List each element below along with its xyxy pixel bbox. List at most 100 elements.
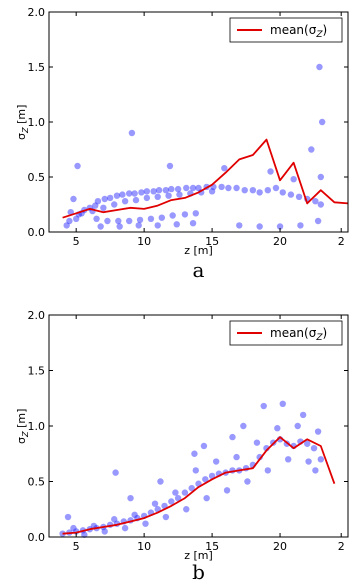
scatter-point: [192, 210, 199, 217]
scatter-point: [244, 478, 251, 485]
scatter-point: [155, 187, 163, 194]
scatter-point: [264, 467, 272, 474]
scatter-point: [260, 402, 267, 410]
scatter-point: [221, 165, 228, 172]
scatter-point: [218, 183, 225, 191]
scatter-point: [317, 173, 325, 181]
scatter-point: [295, 193, 303, 200]
scatter-point: [299, 411, 307, 419]
scatter-point: [267, 168, 274, 175]
scatter-point: [94, 198, 102, 205]
scatter-point: [256, 189, 263, 196]
scatter-point: [162, 513, 170, 521]
scatter-point: [157, 478, 164, 485]
x-axis-label: z [m]: [184, 244, 213, 257]
scatter-point: [101, 195, 108, 203]
scatter-point: [256, 223, 263, 230]
scatter-point: [272, 184, 280, 192]
y-tick-label: 0.0: [28, 226, 46, 239]
scatter-point: [229, 433, 236, 441]
scatter-point: [154, 222, 161, 229]
scatter-point: [223, 487, 231, 494]
y-tick-label: 1.5: [28, 365, 46, 378]
scatter-point: [183, 184, 190, 192]
scatter-point: [314, 428, 322, 435]
y-tick-label: 2.0: [28, 6, 46, 19]
scatter-point: [125, 217, 133, 225]
scatter-point: [253, 439, 261, 446]
scatter-point: [119, 191, 126, 198]
scatter-point: [111, 201, 118, 208]
scatter-point: [143, 188, 151, 195]
scatter-point: [233, 184, 240, 192]
scatter-point: [202, 476, 209, 483]
scatter-point: [176, 191, 183, 198]
scatter-point: [181, 489, 189, 496]
plot-area: [49, 315, 348, 537]
scatter-point: [225, 184, 232, 192]
scatter-point: [310, 445, 318, 452]
scatter-point: [317, 456, 325, 463]
scatter-point: [74, 162, 81, 170]
panel-label: a: [193, 258, 205, 282]
scatter-point: [233, 453, 240, 461]
scatter-point: [63, 222, 70, 229]
scatter-point: [165, 192, 172, 199]
scatter-point: [101, 528, 108, 535]
scatter-point: [143, 194, 151, 202]
plot-area: [49, 12, 348, 232]
legend: mean(σZ): [229, 320, 343, 346]
scatter-point: [276, 223, 284, 230]
legend: mean(σZ): [229, 17, 343, 43]
scatter-point: [121, 198, 129, 205]
scatter-point: [314, 217, 322, 225]
scatter-point: [236, 222, 243, 229]
scatter-point: [70, 524, 77, 532]
scatter-point: [181, 211, 189, 218]
scatter-point: [66, 217, 73, 225]
scatter-point: [116, 223, 123, 230]
scatter-point: [113, 192, 121, 199]
scatter-point: [106, 194, 114, 202]
scatter-point: [138, 189, 145, 196]
scatter-point: [279, 189, 286, 196]
scatter-point: [285, 456, 292, 463]
scatter-point: [264, 187, 272, 194]
scatter-point: [151, 500, 159, 507]
scatter-point: [92, 202, 99, 209]
scatter-point: [318, 118, 326, 126]
scatter-point: [162, 187, 170, 194]
scatter-point: [208, 188, 216, 195]
scatter-point: [131, 190, 138, 197]
scatter-point: [104, 217, 111, 225]
scatter-point: [59, 530, 66, 537]
mean-line: [62, 138, 349, 219]
scatter-point: [154, 193, 161, 200]
scatter-point: [131, 511, 138, 518]
panel-label: b: [192, 560, 205, 584]
x-tick-label: 5: [73, 540, 80, 553]
scatter-point: [316, 63, 323, 71]
y-tick-label: 2.0: [28, 309, 46, 322]
scatter-point: [135, 222, 142, 229]
scatter-point: [240, 422, 247, 430]
x-tick-label: 20: [273, 540, 287, 553]
scatter-point: [70, 195, 77, 203]
scatter-point: [81, 531, 88, 538]
scatter-point: [297, 222, 304, 229]
scatter-point: [200, 442, 208, 450]
scatter-point: [72, 215, 80, 222]
scatter-series: [63, 63, 326, 230]
x-tick-label: 10: [137, 540, 151, 553]
scatter-point: [189, 184, 197, 192]
scatter-point: [312, 467, 319, 474]
scatter-point: [279, 400, 286, 407]
x-tick-label: 2: [338, 235, 345, 248]
y-tick-label: 1.5: [28, 61, 46, 74]
x-tick-label: 2: [338, 540, 345, 553]
scatter-point: [174, 185, 182, 193]
y-tick-label: 0.5: [28, 171, 46, 184]
scatter-point: [305, 458, 312, 465]
scatter-point: [192, 467, 199, 474]
